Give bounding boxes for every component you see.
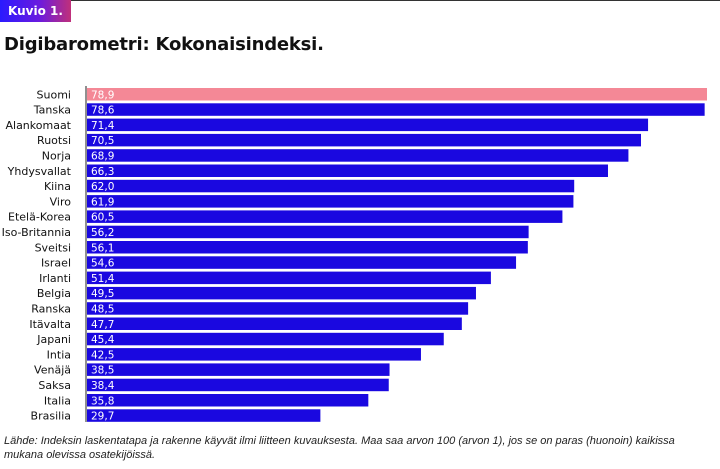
category-label: Itävalta [29,318,71,331]
category-label: Etelä-Korea [8,211,71,224]
bar [87,348,421,361]
bar [87,149,629,162]
category-label: Israel [41,257,71,270]
bar-value-label: 66,3 [91,166,114,178]
category-label: Iso-Britannia [2,226,71,239]
bar [87,195,574,208]
bar-value-label: 48,5 [91,303,114,315]
bar-value-label: 71,4 [91,120,115,132]
category-label: Belgia [37,287,71,300]
bar [87,210,563,223]
bar [87,118,649,132]
category-label: Tanska [33,104,71,117]
bar [87,409,321,422]
category-label: Irlanti [39,272,71,285]
bar-value-label: 38,5 [91,365,114,377]
bar [87,225,529,239]
category-label: Ruotsi [37,134,71,147]
bar [87,256,517,269]
category-label: Alankomaat [5,119,71,132]
bar [87,164,608,177]
bar-value-label: 38,4 [91,380,115,392]
bar-value-label: 42,5 [91,349,114,361]
bar-value-label: 70,5 [91,135,114,147]
bar-value-label: 49,5 [91,288,114,300]
bar-value-label: 68,9 [91,150,114,162]
category-label: Viro [50,195,72,208]
bar-value-label: 78,9 [91,89,114,101]
bar [87,363,390,376]
bar [87,317,462,330]
bar-value-label: 56,2 [91,227,114,239]
bar-value-label: 45,4 [91,334,115,346]
category-label: Venäjä [34,364,71,377]
bar [87,271,491,285]
category-label: Intia [47,348,71,361]
bar-value-label: 62,0 [91,181,114,193]
top-rule [70,0,720,1]
category-label: Saksa [38,379,71,392]
bar-value-label: 60,5 [91,212,114,224]
bar [87,241,528,254]
figure-badge: Kuvio 1. [0,0,71,22]
source-note: Lähde: Indeksin laskentatapa ja rakenne … [4,435,675,461]
category-label: Kiina [44,180,71,193]
bar-chart: Suomi 78,9 Tanska 78,6 Alankomaat 71,4 Ruotsi 7… [2,86,707,422]
category-label: Norja [42,149,71,162]
bar [87,286,476,300]
chart-title: Digibarometri: Kokonaisindeksi. [4,34,324,55]
category-label: Suomi [37,88,71,101]
bar [87,332,444,346]
bar-value-label: 61,9 [91,196,114,208]
category-label: Sveitsi [35,241,71,254]
bar-value-label: 51,4 [91,273,115,285]
bar [87,103,705,116]
bar [87,378,389,392]
bar [87,133,641,147]
category-label: Italia [44,394,71,407]
category-label: Brasilia [31,410,71,422]
bar-value-label: 29,7 [91,411,114,422]
bar [87,394,369,407]
category-label: Ranska [31,302,71,315]
bar-value-label: 56,1 [91,242,114,254]
bar-value-label: 35,8 [91,395,114,407]
bar-value-label: 47,7 [91,319,114,331]
bar-value-label: 54,6 [91,258,115,270]
bar [87,302,469,315]
category-label: Japani [36,333,71,346]
category-label: Yhdysvallat [7,165,72,178]
bar-value-label: 78,6 [91,105,115,117]
bar [87,179,575,193]
bar-highlight [87,88,707,101]
